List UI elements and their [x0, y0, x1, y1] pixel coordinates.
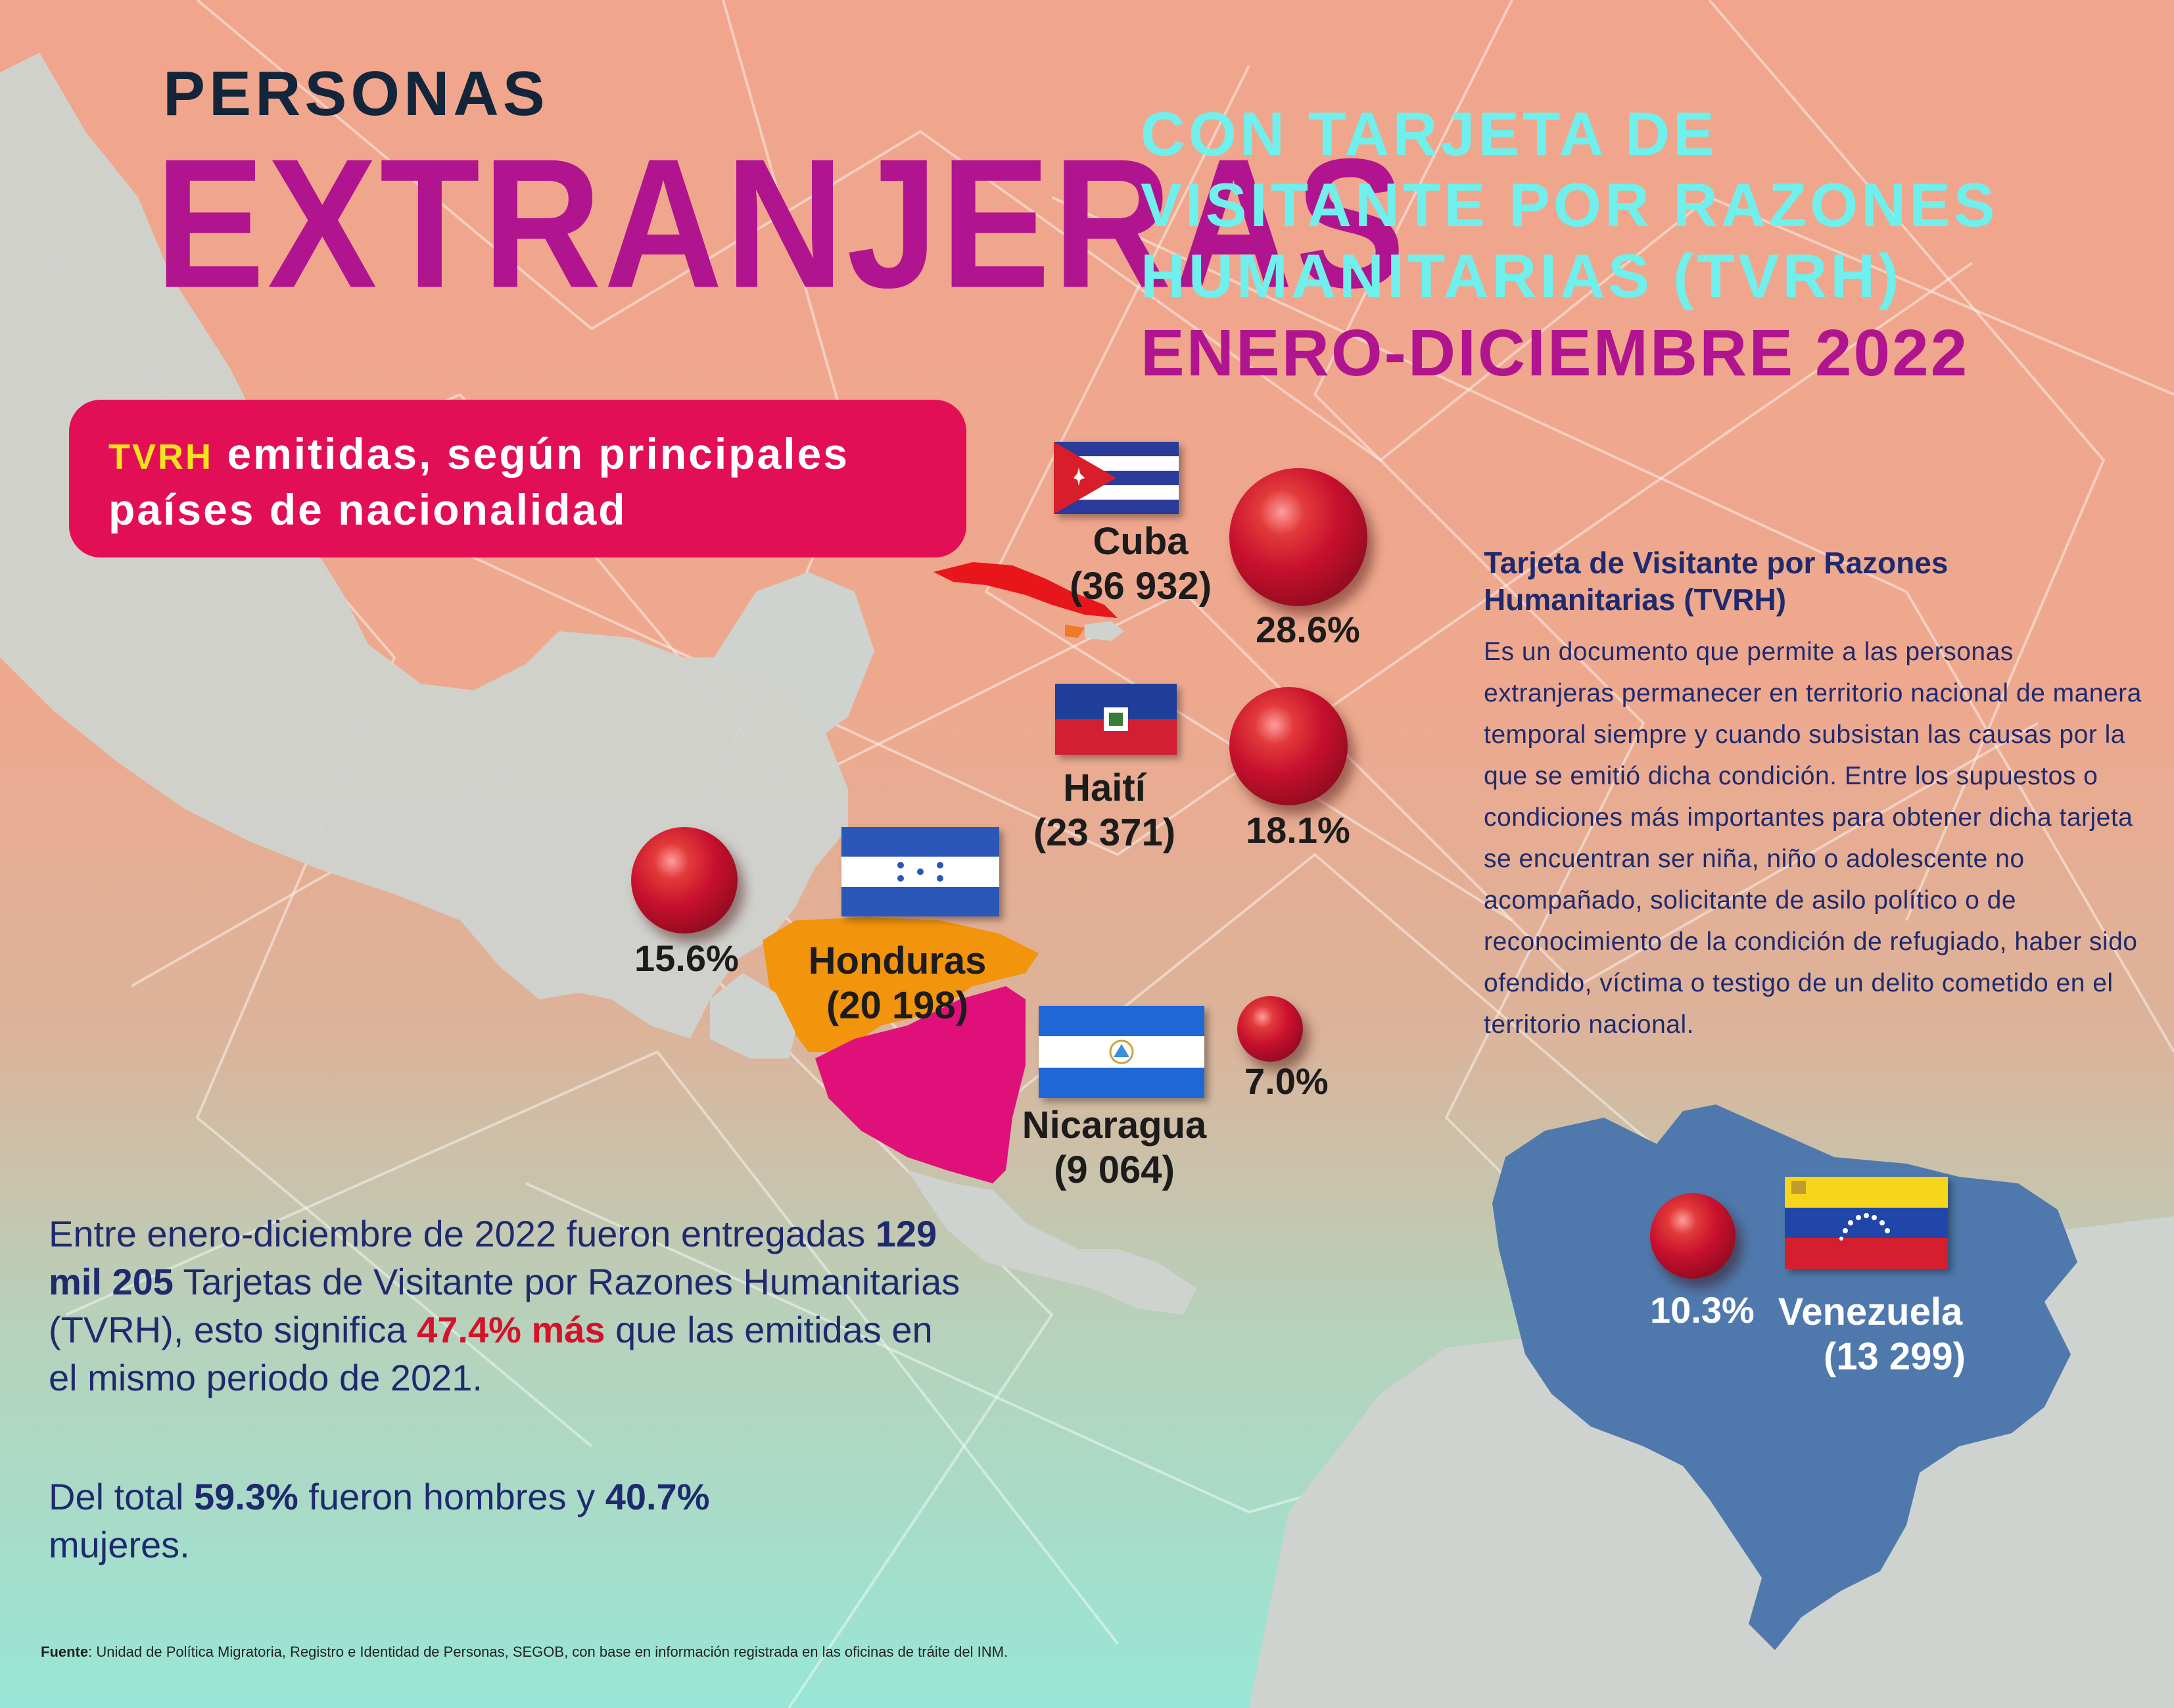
cuba-count: (36 932): [1069, 565, 1212, 607]
gender-text-b: fueron hombres y: [298, 1476, 605, 1517]
guatemala-salvador-shape: [710, 973, 795, 1058]
source-label: Fuente: [41, 1644, 89, 1660]
section-box-text: TVRH emitidas, según principales países …: [108, 427, 950, 536]
cuba-flag: [1054, 442, 1179, 514]
subtitle-line-1: CON TARJETA DE: [1141, 99, 1718, 168]
haiti-count: (23 371): [1033, 811, 1176, 854]
honduras-flag: [841, 827, 999, 916]
gender-text-a: Del total: [49, 1476, 194, 1517]
honduras-label: Honduras (20 198): [795, 939, 999, 1028]
definition-title: Tarjeta de Visitante por Razones Humanit…: [1484, 544, 1948, 618]
cuba-label: Cuba (36 932): [1052, 519, 1229, 609]
costa-rica-panama-land: [907, 1170, 1196, 1315]
definition-body: Es un documento que permite a las person…: [1484, 638, 2142, 1039]
cuba-percent: 28.6%: [1256, 609, 1360, 650]
honduras-percent: 15.6%: [634, 937, 739, 979]
cuba-name: Cuba: [1093, 520, 1189, 563]
haiti-percent: 18.1%: [1246, 809, 1350, 851]
period-title: ENERO-DICIEMBRE 2022: [1141, 316, 1970, 390]
summary-text-b: Tarjetas de Visitante por Razones Humani…: [49, 1261, 960, 1350]
definition-title-line-1: Tarjeta de Visitante por Razones: [1484, 546, 1949, 580]
source-text: : Unidad de Política Migratoria, Registr…: [88, 1644, 1008, 1660]
venezuela-flag-graphic: [1785, 1177, 1948, 1269]
women-percent: 40.7%: [605, 1476, 710, 1517]
honduras-name: Honduras: [808, 939, 987, 982]
title-personas: PERSONAS: [163, 59, 549, 129]
summary-paragraph-2: Del total 59.3% fueron hombres y 40.7% m…: [49, 1473, 772, 1569]
nicaragua-label: Nicaragua (9 064): [1006, 1103, 1223, 1193]
tvrh-highlight: TVRH: [108, 437, 213, 477]
mexico-land: [0, 53, 848, 1039]
venezuela-label: Venezuela (13 299): [1768, 1290, 1972, 1379]
subtitle: CON TARJETA DE VISITANTE POR RAZONES HUM…: [1141, 99, 1998, 312]
title-extranjeras: EXTRANJERAS: [155, 120, 1408, 326]
cuba-bubble: [1229, 468, 1367, 606]
nicaragua-bubble: [1237, 996, 1303, 1062]
honduras-flag-graphic: [841, 827, 999, 916]
summary-total: 129 mil 205: [49, 1213, 937, 1302]
venezuela-name: Venezuela: [1778, 1291, 1963, 1333]
honduras-shape: [763, 917, 1039, 1052]
haiti-shape: [1065, 625, 1085, 638]
honduras-bubble: [631, 827, 738, 934]
subtitle-line-3: HUMANITARIAS (TVRH): [1141, 241, 1902, 310]
haiti-flag: [1055, 684, 1177, 755]
honduras-count: (20 198): [826, 984, 969, 1027]
venezuela-bubble: [1650, 1193, 1736, 1279]
gender-text-c: mujeres.: [49, 1524, 190, 1565]
haiti-label: Haití (23 371): [1016, 766, 1193, 855]
nicaragua-shape: [815, 986, 1026, 1183]
subtitle-line-2: VISITANTE POR RAZONES: [1141, 170, 1998, 239]
haiti-name: Haití: [1063, 767, 1146, 809]
haiti-flag-graphic: [1055, 684, 1177, 755]
definition-title-line-2: Humanitarias (TVRH): [1484, 582, 1787, 617]
venezuela-flag: [1785, 1177, 1948, 1269]
summary-paragraph-1: Entre enero-diciembre de 2022 fueron ent…: [49, 1210, 969, 1402]
nicaragua-percent: 7.0%: [1244, 1060, 1329, 1102]
venezuela-count: (13 299): [1823, 1335, 1966, 1378]
nicaragua-name: Nicaragua: [1022, 1104, 1207, 1147]
men-percent: 59.3%: [194, 1476, 298, 1517]
box-line-2: países de nacionalidad: [108, 485, 627, 534]
haiti-bubble: [1229, 687, 1348, 805]
venezuela-percent: 10.3%: [1650, 1289, 1755, 1331]
summary-text-c: que las emitidas en el mismo periodo de …: [49, 1309, 933, 1398]
hispaniola-land: [1085, 621, 1124, 641]
box-line-1: emitidas, según principales: [213, 429, 849, 478]
cuba-shape: [933, 562, 1118, 618]
section-box: [69, 400, 966, 557]
nicaragua-count: (9 064): [1054, 1149, 1175, 1191]
nicaragua-flag: [1039, 1006, 1204, 1098]
summary-text-a: Entre enero-diciembre de 2022 fueron ent…: [49, 1213, 876, 1254]
yucatan-land: [710, 572, 874, 736]
summary-increase: 47.4% más: [417, 1309, 605, 1350]
source-note: Fuente: Unidad de Política Migratoria, R…: [41, 1644, 1008, 1661]
nicaragua-flag-graphic: [1039, 1006, 1204, 1098]
cuba-flag-graphic: [1054, 442, 1179, 514]
